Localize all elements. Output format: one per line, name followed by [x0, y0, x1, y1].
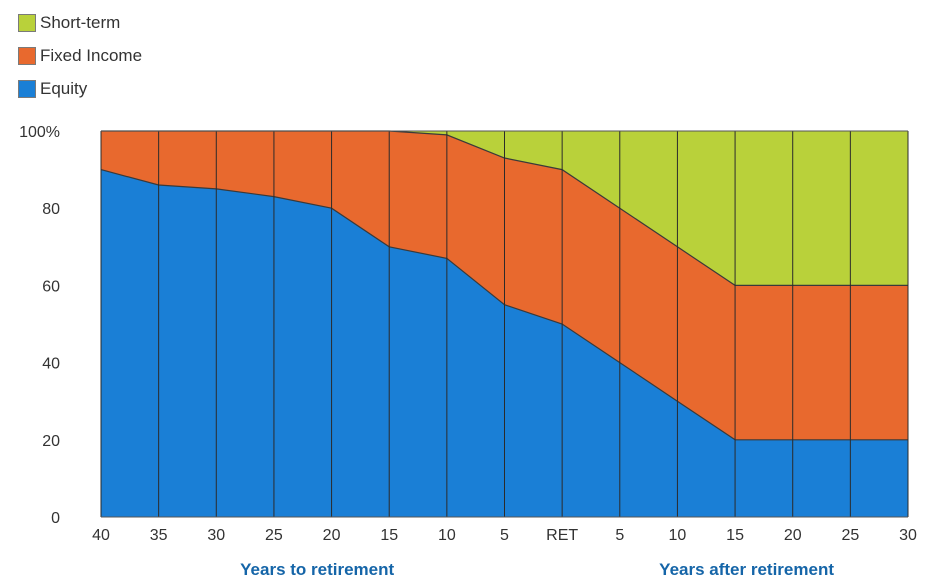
y-tick-label: 80 [42, 201, 60, 218]
legend-swatch [18, 46, 36, 65]
legend-label: Short-term [40, 12, 121, 32]
legend-label: Fixed Income [40, 45, 143, 65]
x-tick-label: 15 [380, 527, 398, 544]
x-tick-label: 25 [841, 527, 859, 544]
x-tick-label: 5 [500, 527, 509, 544]
x-tick-label: 25 [265, 527, 283, 544]
y-tick-label: 60 [42, 278, 60, 295]
legend-label: Equity [40, 78, 88, 98]
legend-swatch [18, 79, 36, 98]
x-tick-label: 30 [899, 527, 917, 544]
y-tick-label: 100% [19, 124, 60, 141]
chart-legend: Short-term Fixed Income Equity [18, 6, 142, 105]
legend-swatch [18, 13, 36, 32]
x-tick-label: 5 [615, 527, 624, 544]
legend-item: Short-term [18, 6, 142, 39]
x-group-label: Years after retirement [659, 560, 834, 579]
y-tick-label: 40 [42, 356, 60, 373]
x-group-label: Years to retirement [240, 560, 394, 579]
x-tick-label: 30 [207, 527, 225, 544]
x-tick-label: 15 [726, 527, 744, 544]
x-tick-label: 10 [669, 527, 687, 544]
legend-item: Fixed Income [18, 39, 142, 72]
x-tick-label: RET [546, 527, 578, 544]
x-tick-label: 40 [92, 527, 110, 544]
y-tick-label: 0 [51, 510, 60, 527]
y-tick-label: 20 [42, 433, 60, 450]
x-tick-label: 10 [438, 527, 456, 544]
x-tick-label: 20 [323, 527, 341, 544]
x-tick-label: 35 [150, 527, 168, 544]
x-tick-label: 20 [784, 527, 802, 544]
area-short-term [101, 131, 908, 286]
legend-item: Equity [18, 72, 142, 105]
